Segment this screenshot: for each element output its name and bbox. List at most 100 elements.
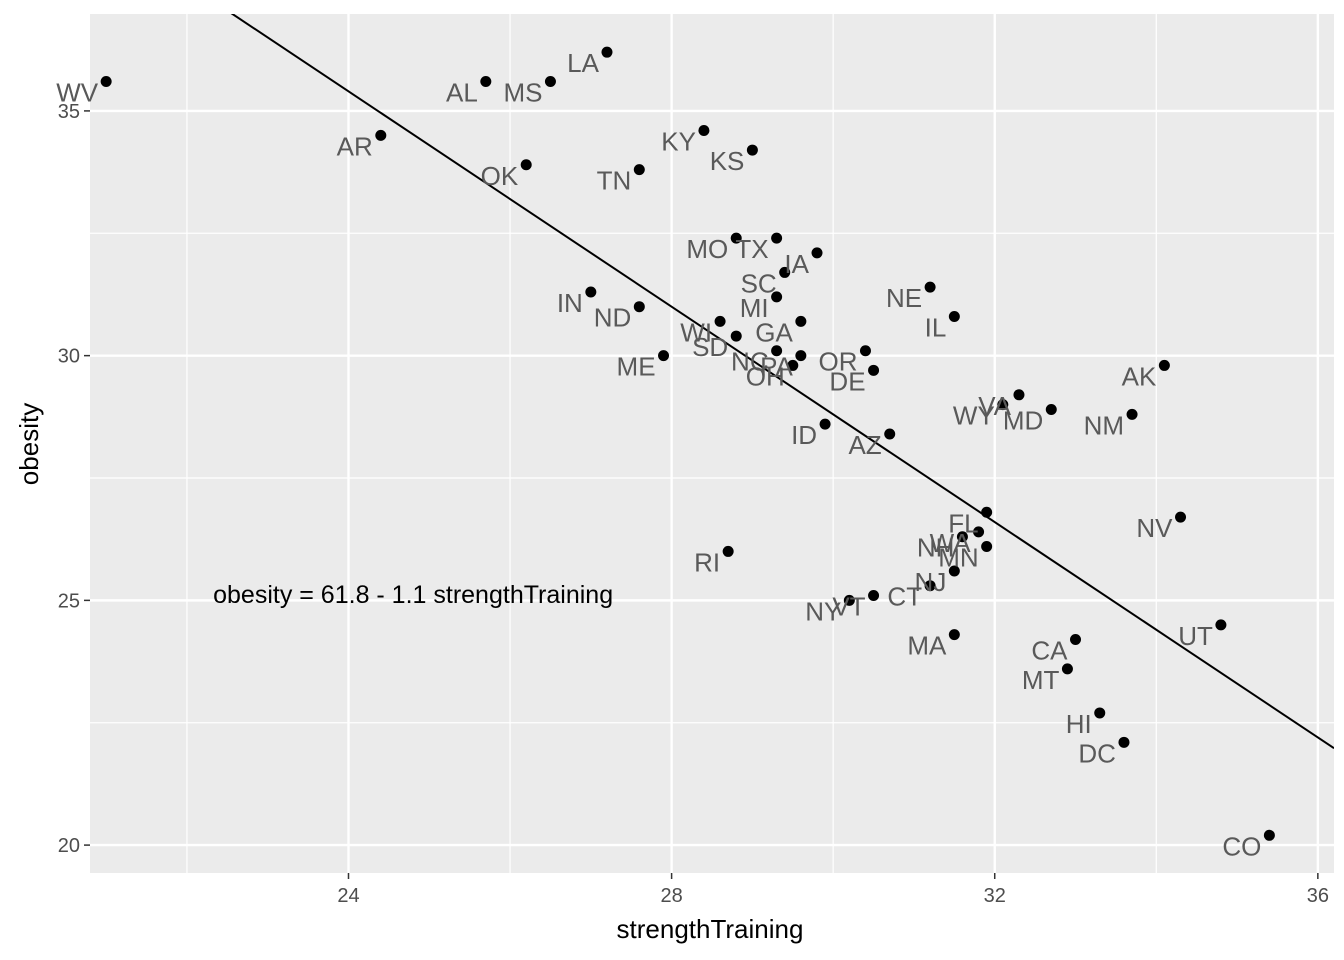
- point-label-de: DE: [829, 366, 865, 396]
- y-tick-label: 20: [58, 835, 80, 857]
- data-point-vt: [868, 589, 880, 601]
- data-point-nv: [1175, 511, 1187, 523]
- data-point-mt: [1061, 663, 1073, 675]
- point-label-wv: WV: [56, 78, 99, 108]
- data-point-co: [1263, 829, 1275, 841]
- data-point-oh: [787, 359, 799, 371]
- data-point-az: [884, 428, 896, 440]
- point-label-ne: NE: [886, 283, 922, 313]
- data-point-wi: [714, 315, 726, 327]
- point-label-in: IN: [557, 288, 583, 318]
- point-label-ar: AR: [337, 131, 373, 161]
- data-point-dc: [1118, 736, 1130, 748]
- plot-panel: [90, 14, 1334, 873]
- points-layer: [100, 46, 1275, 841]
- data-point-in: [585, 286, 597, 298]
- point-label-wy: WY: [953, 401, 995, 431]
- data-point-ky: [698, 124, 710, 136]
- data-point-tx: [771, 232, 783, 244]
- point-label-la: LA: [567, 48, 599, 78]
- point-label-ut: UT: [1178, 621, 1213, 651]
- regression-equation: obesity = 61.8 - 1.1 strengthTraining: [213, 581, 613, 609]
- point-label-sc: SC: [741, 268, 777, 298]
- data-point-wy: [997, 399, 1009, 411]
- regression-layer: [230, 14, 1334, 750]
- point-label-ma: MA: [907, 631, 947, 661]
- regression-line: [230, 14, 1334, 750]
- point-label-oh: OH: [746, 361, 785, 391]
- point-label-hi: HI: [1066, 709, 1092, 739]
- data-point-md: [1045, 403, 1057, 415]
- point-label-nd: ND: [594, 303, 632, 333]
- data-point-ak: [1158, 359, 1170, 371]
- y-axis-title: obesity: [14, 403, 44, 485]
- data-point-nc: [771, 345, 783, 357]
- x-tick-label: 36: [1307, 885, 1329, 907]
- point-label-az: AZ: [848, 430, 881, 460]
- point-label-mo: MO: [686, 234, 728, 264]
- major-gridlines: [90, 14, 1334, 873]
- data-point-or: [859, 345, 871, 357]
- point-label-mi: MI: [740, 293, 769, 323]
- point-label-ri: RI: [694, 547, 720, 577]
- point-label-nh: NH: [917, 533, 955, 563]
- data-point-ma: [948, 629, 960, 641]
- data-point-nh: [956, 531, 968, 543]
- x-tick-label: 24: [337, 885, 359, 907]
- annotation-layer: obesity = 61.8 - 1.1 strengthTraining: [213, 581, 613, 609]
- data-point-al: [480, 76, 492, 88]
- data-point-ne: [924, 281, 936, 293]
- data-point-nd: [633, 301, 645, 313]
- y-tick-label: 35: [58, 101, 80, 123]
- data-point-ri: [722, 545, 734, 557]
- minor-gridlines: [90, 14, 1334, 873]
- data-point-ca: [1070, 634, 1082, 646]
- data-point-il: [948, 310, 960, 322]
- data-point-ms: [544, 76, 556, 88]
- point-label-mt: MT: [1022, 665, 1060, 695]
- point-label-ok: OK: [481, 161, 519, 191]
- point-label-tx: TX: [735, 234, 768, 264]
- point-label-tn: TN: [597, 166, 632, 196]
- point-label-il: IL: [925, 312, 947, 342]
- point-label-ks: KS: [710, 146, 745, 176]
- point-label-ms: MS: [503, 78, 542, 108]
- data-point-wv: [100, 76, 112, 88]
- point-label-wa: WA: [930, 528, 972, 558]
- point-label-ak: AK: [1122, 361, 1157, 391]
- data-point-tn: [633, 164, 645, 176]
- data-point-ct: [924, 580, 936, 592]
- data-point-nj: [948, 565, 960, 577]
- data-point-mi: [771, 291, 783, 303]
- point-label-ia: IA: [784, 249, 809, 279]
- x-axis-title: strengthTraining: [617, 914, 804, 944]
- point-label-sd: SD: [692, 332, 728, 362]
- y-tick-label: 25: [58, 590, 80, 612]
- data-point-sd: [730, 330, 742, 342]
- point-label-mn: MN: [938, 543, 978, 573]
- data-point-ks: [746, 144, 758, 156]
- point-label-ca: CA: [1031, 636, 1068, 666]
- data-point-va: [1013, 389, 1025, 401]
- x-tick-label: 32: [984, 885, 1006, 907]
- point-label-nj: NJ: [915, 567, 947, 597]
- data-point-ok: [520, 159, 532, 171]
- data-point-la: [601, 46, 613, 58]
- point-label-ct: CT: [887, 582, 922, 612]
- data-point-ar: [375, 129, 387, 141]
- data-point-hi: [1094, 707, 1106, 719]
- x-axis: 24 28 32 36: [337, 873, 1329, 907]
- x-tick-label: 28: [660, 885, 682, 907]
- point-label-al: AL: [446, 78, 478, 108]
- data-point-de: [868, 364, 880, 376]
- data-point-pa: [795, 350, 807, 362]
- data-point-me: [658, 350, 670, 362]
- point-label-nc: NC: [731, 347, 769, 377]
- data-point-fl: [981, 506, 993, 518]
- point-label-id: ID: [791, 420, 817, 450]
- point-label-or: OR: [818, 347, 857, 377]
- point-label-va: VA: [978, 391, 1011, 421]
- point-label-ky: KY: [661, 126, 696, 156]
